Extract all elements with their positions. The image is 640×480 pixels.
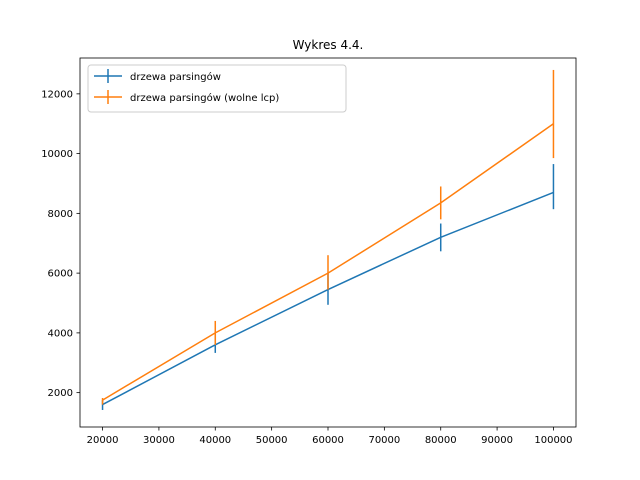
legend-label-2: drzewa parsingów (wolne lcp) <box>130 92 279 104</box>
x-tick-label: 80000 <box>425 435 457 446</box>
legend: drzewa parsingów drzewa parsingów (wolne … <box>87 64 347 113</box>
x-tick-label: 40000 <box>199 435 231 446</box>
legend-box <box>87 64 347 113</box>
x-axis: 20000 30000 40000 50000 60000 70000 80000 90000… <box>87 427 573 446</box>
x-tick-label: 90000 <box>481 435 513 446</box>
y-tick-label: 8000 <box>48 209 73 220</box>
axes-frame <box>79 57 577 428</box>
chart-title: Wykres 4.4. <box>293 38 364 52</box>
x-tick-label: 20000 <box>87 435 119 446</box>
legend-label-1: drzewa parsingów <box>130 71 221 83</box>
y-tick-label: 12000 <box>41 89 73 100</box>
x-tick-label: 50000 <box>256 435 288 446</box>
y-tick-label: 10000 <box>41 149 73 160</box>
x-tick-label: 70000 <box>368 435 400 446</box>
x-tick-label: 100000 <box>534 435 572 446</box>
x-tick-label: 60000 <box>312 435 344 446</box>
y-tick-label: 6000 <box>48 269 73 280</box>
plot-area <box>79 57 577 428</box>
y-tick-label: 2000 <box>48 388 73 399</box>
y-tick-label: 4000 <box>48 328 73 339</box>
y-axis: 2000 4000 6000 8000 10000 12000 <box>41 89 80 399</box>
x-tick-label: 30000 <box>143 435 175 446</box>
